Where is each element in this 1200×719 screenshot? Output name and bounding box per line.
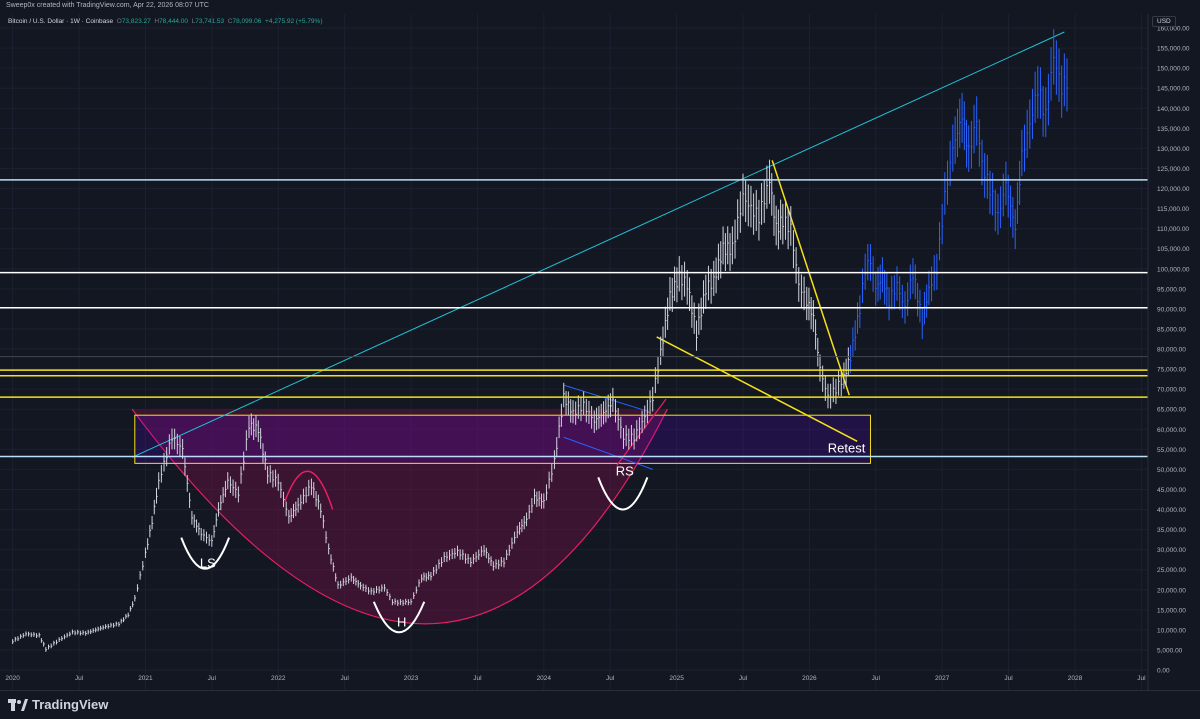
tradingview-logo[interactable]: TradingView xyxy=(8,697,108,712)
x-tick-label: 2020 xyxy=(5,675,20,682)
close-label: C xyxy=(227,18,233,25)
attribution-bar: Sweep0x created with TradingView.com, Ap… xyxy=(0,0,1200,14)
y-tick-label: 10,000.00 xyxy=(1157,627,1186,634)
x-tick-label: 2028 xyxy=(1068,675,1083,682)
footer-bar: TradingView xyxy=(0,690,1200,719)
series-1 xyxy=(850,29,1069,374)
y-tick-label: 105,000.00 xyxy=(1157,246,1190,253)
price-axis-bg xyxy=(1148,14,1200,690)
y-tick-label: 135,000.00 xyxy=(1157,126,1190,133)
y-tick-label: 5,000.00 xyxy=(1157,647,1183,654)
y-tick-label: 25,000.00 xyxy=(1157,567,1186,574)
y-tick-label: 115,000.00 xyxy=(1157,206,1189,213)
y-tick-label: 30,000.00 xyxy=(1157,547,1186,554)
close-value: 78,099.06 xyxy=(232,18,262,25)
tradingview-logo-icon xyxy=(8,698,28,711)
resistance-trendline xyxy=(131,31,1065,458)
series-0 xyxy=(12,159,850,652)
open-value: 73,823.27 xyxy=(121,18,151,25)
x-tick-label: Jul xyxy=(1137,675,1146,682)
y-tick-label: 155,000.00 xyxy=(1157,46,1190,53)
shoulder-arc xyxy=(180,537,231,570)
wedge-lower xyxy=(563,436,653,470)
x-tick-label: 2027 xyxy=(935,675,950,682)
x-tick-label: Jul xyxy=(75,675,84,682)
open-label: O xyxy=(116,18,122,25)
annotation-h: H xyxy=(397,615,406,630)
support-box xyxy=(134,414,871,464)
cup-arc xyxy=(131,408,668,625)
y-tick-label: 20,000.00 xyxy=(1157,587,1186,594)
bump-arc xyxy=(284,470,334,510)
y-tick-label: 160,000.00 xyxy=(1157,26,1190,33)
y-tick-label: 45,000.00 xyxy=(1157,487,1186,494)
wedge-upper xyxy=(563,384,648,412)
y-tick-label: 130,000.00 xyxy=(1157,146,1190,153)
x-tick-label: 2023 xyxy=(404,675,419,682)
y-tick-label: 40,000.00 xyxy=(1157,507,1186,514)
y-tick-label: 75,000.00 xyxy=(1157,367,1186,374)
downtrend-line xyxy=(771,160,850,396)
y-tick-label: 65,000.00 xyxy=(1157,407,1186,414)
chart-drawings xyxy=(131,31,1065,634)
x-tick-label: Jul xyxy=(1004,675,1013,682)
x-tick-label: 2022 xyxy=(271,675,286,682)
annotation-rs: RS xyxy=(616,463,634,478)
y-tick-label: 50,000.00 xyxy=(1157,467,1186,474)
attribution-text: Sweep0x created with TradingView.com, Ap… xyxy=(6,2,209,9)
x-tick-label: 2026 xyxy=(802,675,817,682)
y-tick-label: 95,000.00 xyxy=(1157,286,1186,293)
x-tick-label: Jul xyxy=(340,675,349,682)
y-tick-label: 145,000.00 xyxy=(1157,86,1190,93)
low-value: 73,741.53 xyxy=(195,18,225,25)
change-value: +4,275.92 (+5.79%) xyxy=(265,18,323,25)
y-tick-label: 120,000.00 xyxy=(1157,186,1190,193)
y-tick-label: 15,000.00 xyxy=(1157,607,1186,614)
symbol-name[interactable]: Bitcoin / U.S. Dollar · 1W · Coinbase xyxy=(8,18,114,25)
high-label: H xyxy=(154,18,160,25)
price-series xyxy=(12,29,1069,652)
annotation-ls: LS xyxy=(200,556,216,571)
x-tick-label: Jul xyxy=(473,675,482,682)
y-tick-label: 35,000.00 xyxy=(1157,527,1186,534)
chart-grid xyxy=(0,14,1148,690)
x-tick-label: 2024 xyxy=(537,675,552,682)
high-value: 78,444.00 xyxy=(159,18,188,25)
pattern-annotations: LS H RS Retest xyxy=(200,441,866,630)
y-tick-label: 55,000.00 xyxy=(1157,447,1186,454)
y-tick-label: 0.00 xyxy=(1157,668,1170,675)
y-tick-label: 60,000.00 xyxy=(1157,427,1186,434)
y-tick-label: 150,000.00 xyxy=(1157,66,1190,73)
y-tick-label: 110,000.00 xyxy=(1157,226,1189,233)
retest-line xyxy=(656,336,858,442)
low-label: L xyxy=(191,18,196,25)
symbol-info: Bitcoin / U.S. Dollar · 1W · Coinbase O7… xyxy=(8,18,323,25)
y-tick-label: 125,000.00 xyxy=(1157,166,1190,173)
x-tick-label: Jul xyxy=(606,675,615,682)
x-tick-label: Jul xyxy=(872,675,881,682)
y-tick-label: 80,000.00 xyxy=(1157,347,1186,354)
shoulder-arc xyxy=(597,477,649,511)
tradingview-logo-text: TradingView xyxy=(32,697,109,712)
shoulder-arc xyxy=(372,601,426,634)
time-axis[interactable]: 2020 Jul 2021 Jul 2022 Jul 2023 Jul 2024 Jul 2025 J… xyxy=(5,675,1146,682)
y-tick-label: 90,000.00 xyxy=(1157,306,1186,313)
y-tick-label: 85,000.00 xyxy=(1157,326,1186,333)
x-tick-label: 2021 xyxy=(138,675,153,682)
x-tick-label: 2025 xyxy=(669,675,684,682)
x-tick-label: Jul xyxy=(208,675,217,682)
y-tick-label: 140,000.00 xyxy=(1157,106,1190,113)
rs-arc xyxy=(616,398,667,466)
annotation-retest: Retest xyxy=(828,441,866,456)
y-tick-label: 100,000.00 xyxy=(1157,266,1190,273)
cup-fill xyxy=(132,409,668,624)
x-tick-label: Jul xyxy=(739,675,748,682)
currency-button[interactable]: USD xyxy=(1152,16,1176,27)
y-tick-label: 70,000.00 xyxy=(1157,387,1186,394)
price-axis[interactable]: 0.00 5,000.00 10,000.00 15,000.00 20,000.00 2… xyxy=(1147,14,1200,690)
